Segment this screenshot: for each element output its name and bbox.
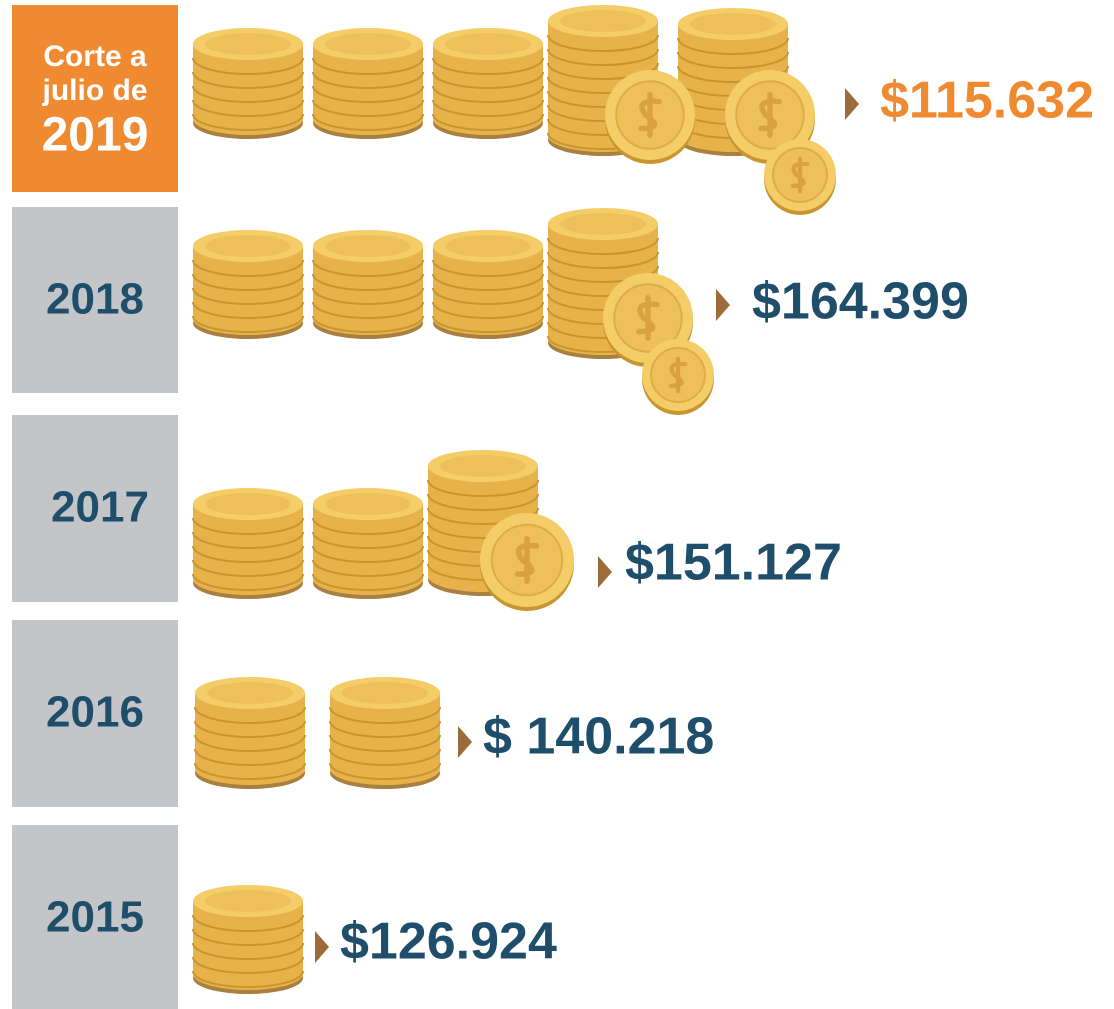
coin-stack	[193, 28, 303, 139]
arrow	[315, 931, 329, 963]
coin-side	[195, 753, 305, 785]
coin-stack	[433, 230, 543, 339]
coins	[193, 5, 859, 994]
amount: $115.632	[880, 72, 1094, 130]
amount: $ 140.218	[483, 708, 714, 766]
coin-top-inner	[205, 890, 291, 912]
year-label: julio de	[42, 74, 148, 107]
coin-stack	[193, 885, 303, 994]
loose-coin	[605, 70, 695, 164]
coin-side	[330, 753, 440, 785]
coin-top-inner	[690, 13, 776, 35]
infographic: Corte a julio de 2019 2018 2017 2016 201…	[0, 0, 1114, 1009]
year-label: 2016	[46, 688, 144, 737]
year-label: 2019	[42, 109, 149, 162]
coin-top-inner	[342, 682, 428, 704]
coin-top-inner	[325, 235, 411, 257]
coin-stack	[193, 230, 303, 339]
coin-top-inner	[560, 213, 646, 235]
arrow	[598, 556, 612, 588]
coin-stack	[313, 28, 423, 139]
coin-stack	[330, 677, 440, 789]
coin-top-inner	[445, 235, 531, 257]
amount: $151.127	[625, 534, 842, 592]
coin-stack	[433, 28, 543, 139]
amount: $126.924	[340, 913, 557, 971]
coin-top-inner	[325, 493, 411, 515]
year-label: 2018	[46, 275, 144, 324]
coin-top-inner	[205, 235, 291, 257]
coin-stack	[195, 677, 305, 789]
coin-top-inner	[207, 682, 293, 704]
coin-top-inner	[205, 33, 291, 55]
amount: $164.399	[752, 273, 969, 331]
coin-top-inner	[560, 10, 646, 32]
year-label: Corte a	[43, 40, 147, 73]
coin-top-inner	[325, 33, 411, 55]
coin-top-inner	[205, 493, 291, 515]
coin-top-inner	[445, 33, 531, 55]
year-label: 2017	[51, 483, 149, 532]
arrow	[716, 289, 730, 321]
loose-coin	[642, 339, 714, 415]
coin-top-inner	[440, 455, 526, 477]
coin-stack	[313, 488, 423, 599]
coin-stack	[313, 230, 423, 339]
loose-coin	[480, 513, 574, 611]
arrow	[458, 726, 472, 758]
year-label: 2015	[46, 893, 144, 942]
arrow	[845, 88, 859, 120]
coin-stack	[193, 488, 303, 599]
loose-coin	[764, 139, 836, 215]
